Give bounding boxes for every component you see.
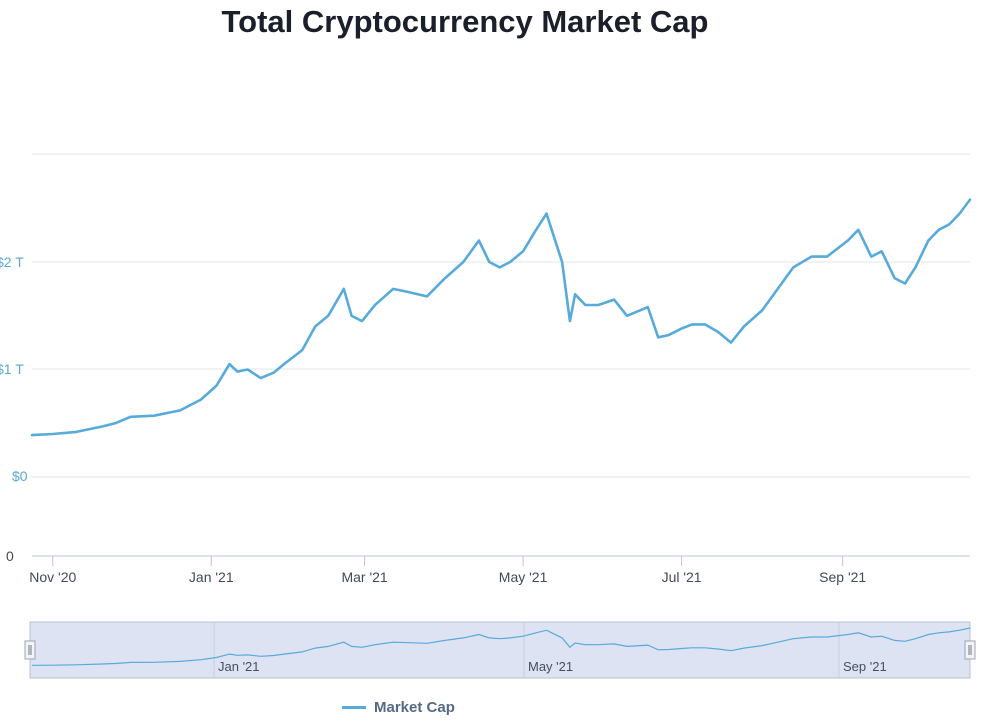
navigator-label: May '21 (528, 659, 573, 674)
legend-label-market-cap[interactable]: Market Cap (374, 699, 455, 716)
navigator-series-line (31, 627, 971, 666)
x-tick-label: Mar '21 (341, 569, 387, 585)
chart-title: Total Cryptocurrency Market Cap (221, 4, 709, 39)
legend-swatch (342, 706, 366, 709)
x-axis-ticks: Nov '20 Jan '21 Mar '21 May '21 Jul '21 Sep '… (29, 556, 866, 585)
legend[interactable]: Market Cap (342, 699, 455, 716)
y-tick-label: $2 T (0, 254, 24, 270)
navigator-label: Sep '21 (843, 659, 887, 674)
y-tick-label: $1 T (0, 361, 24, 377)
x-tick-label: Jan '21 (189, 569, 234, 585)
bottom-axis-label: 0 (6, 548, 14, 564)
navigator[interactable]: Jan '21 May '21 Sep '21 (24, 621, 976, 679)
y-tick-label: $0 (12, 468, 28, 484)
x-tick-label: Jul '21 (662, 569, 702, 585)
navigator-handle-right[interactable] (964, 640, 976, 660)
x-tick-label: Sep '21 (819, 569, 866, 585)
navigator-label: Jan '21 (218, 659, 260, 674)
grid (32, 153, 970, 478)
x-tick-label: Nov '20 (29, 569, 76, 585)
x-tick-label: May '21 (499, 569, 548, 585)
series-line-market-cap (30, 198, 972, 437)
navigator-selected-range[interactable] (29, 621, 971, 679)
navigator-handle-left[interactable] (24, 640, 36, 660)
